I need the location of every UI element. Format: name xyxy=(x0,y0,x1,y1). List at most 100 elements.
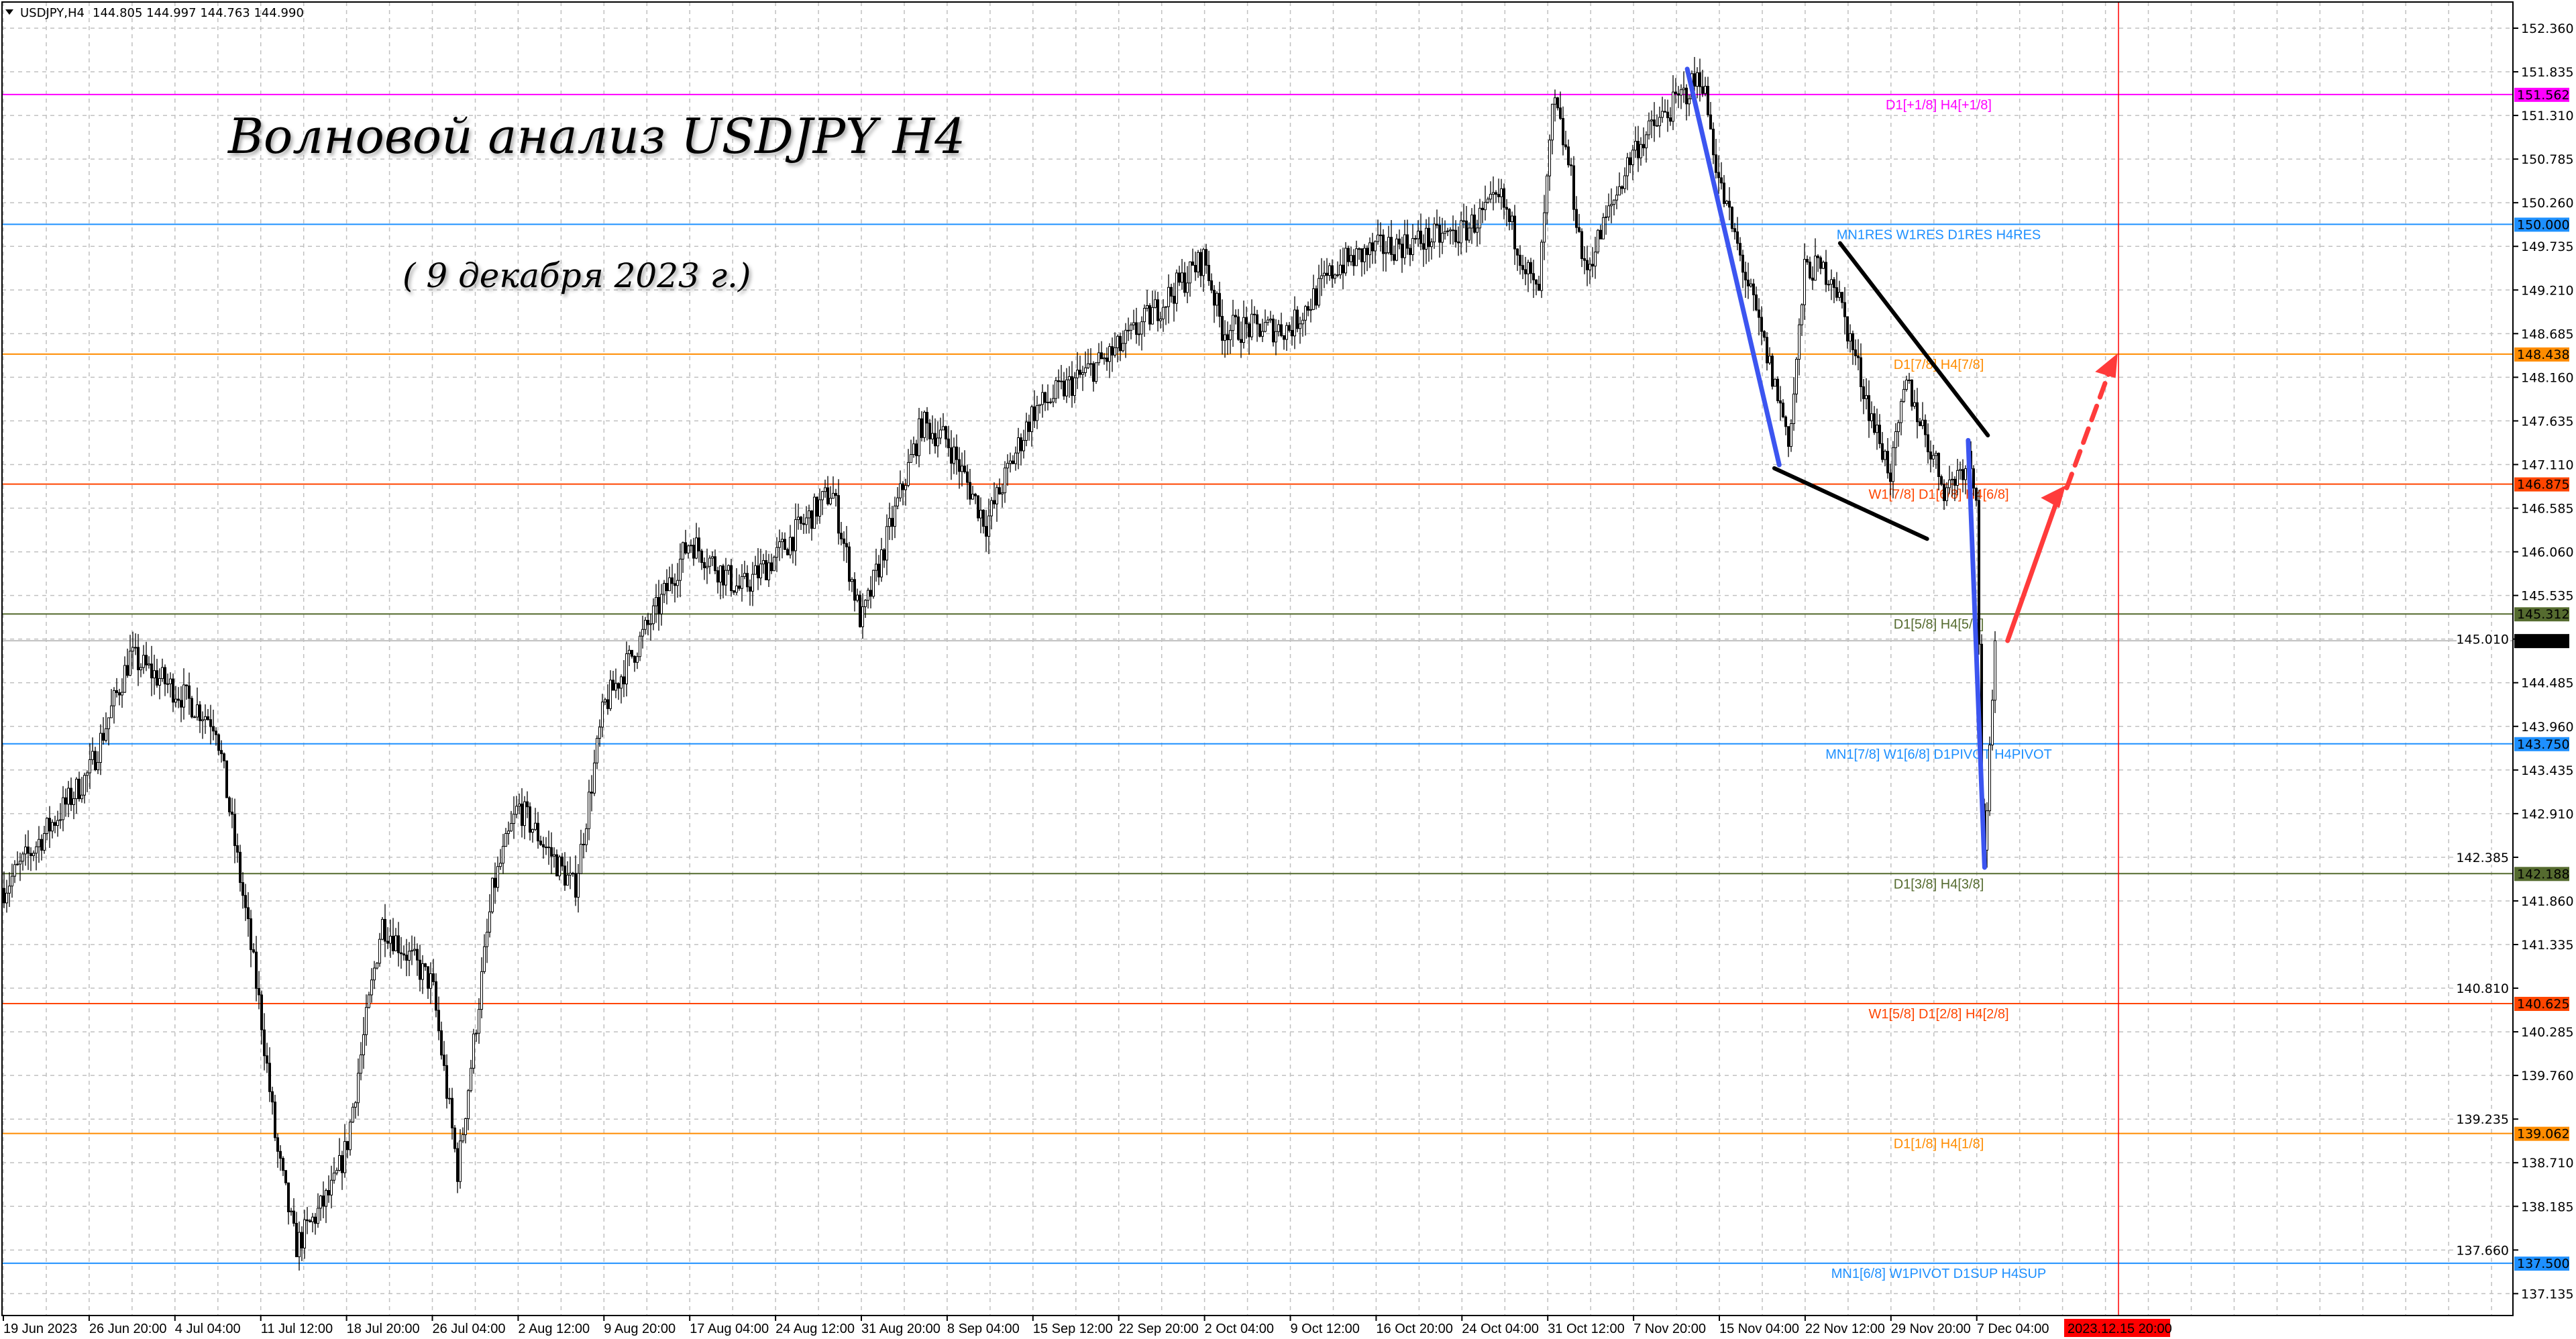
candle xyxy=(1932,455,1935,460)
candle xyxy=(156,670,158,686)
candle xyxy=(1717,172,1720,178)
candle xyxy=(1076,370,1079,378)
candle xyxy=(445,1065,448,1099)
wedge-upper-line[interactable] xyxy=(1837,241,1990,437)
candle xyxy=(1572,165,1575,210)
candle xyxy=(1873,413,1876,433)
candle xyxy=(636,656,639,663)
candle xyxy=(1919,421,1921,427)
candle xyxy=(1307,306,1309,311)
candle xyxy=(1033,406,1036,421)
candle xyxy=(1524,269,1527,274)
candle xyxy=(284,1170,287,1183)
candle xyxy=(1087,363,1089,368)
candle xyxy=(808,511,810,519)
candle xyxy=(880,549,883,578)
price-label-text: 150.000 xyxy=(2517,217,2570,232)
candle xyxy=(1540,242,1543,291)
candle xyxy=(902,483,904,490)
analysis-title[interactable]: Волновой анализ USDJPY H4 xyxy=(227,108,965,164)
candles xyxy=(3,56,1996,1271)
candle xyxy=(885,526,888,561)
price-tick-label-bg xyxy=(2457,631,2510,647)
candle xyxy=(1280,324,1283,336)
candle xyxy=(292,1210,295,1224)
candle xyxy=(733,590,735,593)
candle xyxy=(1913,402,1916,407)
price-tick-label: 142.910 xyxy=(2521,807,2574,822)
price-tick-label: 150.260 xyxy=(2521,196,2574,211)
time-tick-label: 17 Aug 04:00 xyxy=(690,1322,769,1336)
candle xyxy=(872,570,875,597)
candle xyxy=(1049,401,1052,403)
symbol-header: USDJPY,H4 144.805 144.997 144.763 144.99… xyxy=(5,6,304,20)
forecast-arrow[interactable] xyxy=(2005,498,2059,643)
forecast-arrow-dashed[interactable] xyxy=(2064,368,2112,490)
time-axis[interactable]: 19 Jun 2023 26 Jun 20:00 4 Jul 04:00 11 Jul… xyxy=(3,1316,2172,1337)
candle xyxy=(1704,86,1707,94)
price-tick-label-bg xyxy=(2457,1112,2510,1127)
candle xyxy=(462,1134,464,1142)
candle xyxy=(1328,265,1331,276)
candle xyxy=(716,570,719,583)
analysis-date[interactable]: ( 9 декабря 2023 г.) xyxy=(402,256,751,295)
candle xyxy=(832,492,835,499)
price-label-text: 139.062 xyxy=(2517,1127,2570,1142)
candle xyxy=(368,994,370,1008)
time-tick-label: 8 Sep 04:00 xyxy=(947,1322,1020,1336)
candle xyxy=(971,494,974,500)
candle xyxy=(1205,249,1208,266)
candle xyxy=(1221,316,1224,341)
candle xyxy=(1012,460,1014,464)
candle xyxy=(137,647,140,671)
candle xyxy=(1696,72,1699,87)
candle xyxy=(1044,392,1046,403)
wave-line-blue[interactable] xyxy=(1966,437,1987,870)
price-label-badge xyxy=(2514,1126,2569,1141)
candle xyxy=(1269,319,1272,321)
wedge-lower-line[interactable] xyxy=(1772,466,1929,541)
candle xyxy=(129,651,131,676)
candle xyxy=(1157,299,1159,321)
candle xyxy=(840,533,843,539)
candle xyxy=(692,545,695,559)
candle xyxy=(633,655,636,663)
candle xyxy=(593,762,596,794)
candle xyxy=(1758,309,1760,318)
candle xyxy=(1701,86,1704,94)
collapse-triangle-icon[interactable] xyxy=(5,9,13,15)
candle xyxy=(1489,194,1492,200)
candle xyxy=(1202,249,1205,276)
candle xyxy=(529,806,531,833)
candle xyxy=(1529,262,1532,274)
candle xyxy=(480,971,483,1010)
candle xyxy=(1640,144,1642,158)
candle xyxy=(134,647,137,649)
candle xyxy=(1334,274,1336,279)
wave-line-blue[interactable] xyxy=(1684,66,1782,468)
time-tick-label: 26 Jul 04:00 xyxy=(433,1322,506,1336)
candle xyxy=(1189,261,1191,284)
candle xyxy=(311,1216,314,1222)
candle xyxy=(89,759,91,773)
candle xyxy=(1004,468,1006,494)
candle xyxy=(1288,325,1291,331)
candle xyxy=(679,558,682,581)
time-tick-label: 7 Dec 04:00 xyxy=(1977,1322,2049,1336)
candle xyxy=(845,543,848,547)
candle xyxy=(432,973,435,982)
time-tick-label: 2 Oct 04:00 xyxy=(1205,1322,1274,1336)
candle xyxy=(1409,248,1411,256)
candle xyxy=(19,861,21,865)
candle xyxy=(102,733,105,741)
time-tick-label: 7 Nov 20:00 xyxy=(1633,1322,1706,1336)
price-axis[interactable]: 152.360 151.835 151.310 150.785 150.260 149.7… xyxy=(2456,21,2573,1301)
candle xyxy=(1304,306,1307,321)
candle xyxy=(864,600,867,607)
symbol-label: USDJPY,H4 xyxy=(20,6,85,20)
candle xyxy=(67,788,70,805)
candle xyxy=(1073,377,1076,396)
candle xyxy=(290,1210,292,1212)
